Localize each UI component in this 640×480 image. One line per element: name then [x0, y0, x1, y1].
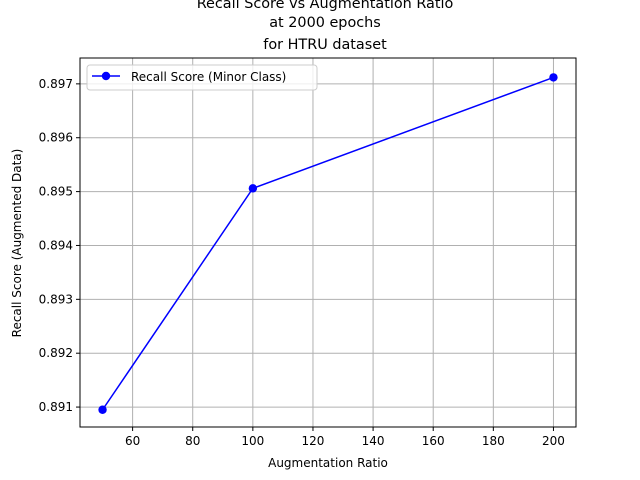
data-point [549, 73, 558, 82]
data-point [248, 184, 258, 193]
data-point [98, 405, 107, 414]
y-axis-label: Recall Score (Augmented Data) [10, 149, 24, 338]
y-tick-label: 0.895 [39, 185, 73, 199]
x-axis-ticks: 60 80 100 120 140 160 180 200 [125, 427, 565, 448]
x-tick-label: 60 [125, 434, 140, 448]
x-tick-label: 160 [422, 434, 445, 448]
title-line-3: for HTRU dataset [263, 37, 387, 53]
y-tick-label: 0.892 [39, 346, 73, 360]
legend-label: Recall Score (Minor Class) [131, 70, 286, 84]
title-line-1: Recall Score vs Augmentation Ratio [197, 0, 454, 12]
legend-marker-swatch [101, 71, 111, 81]
series-line [101, 76, 554, 411]
plot-frame [79, 57, 577, 428]
x-tick-label: 120 [302, 434, 325, 448]
title-line-2: at 2000 epochs [269, 15, 381, 31]
grid [80, 58, 576, 427]
y-tick-label: 0.897 [39, 77, 73, 91]
y-tick-label: 0.896 [39, 131, 73, 145]
x-tick-label: 100 [241, 434, 264, 448]
y-tick-label: 0.894 [39, 238, 73, 252]
y-tick-label: 0.891 [39, 400, 73, 414]
x-tick-label: 200 [542, 434, 565, 448]
title: Recall Score vs Augmentation Ratio at 20… [197, 0, 454, 53]
y-axis-ticks: 0.891 0.892 0.893 0.894 0.895 0.896 0.897 [39, 77, 80, 414]
x-tick-label: 80 [185, 434, 200, 448]
series-layer [98, 73, 558, 414]
x-tick-label: 180 [482, 434, 505, 448]
x-axis-label: Augmentation Ratio [268, 456, 388, 470]
x-tick-label: 140 [362, 434, 385, 448]
legend-box [86, 64, 318, 91]
legend: Recall Score (Minor Class) [86, 64, 318, 91]
y-tick-label: 0.893 [39, 292, 73, 306]
